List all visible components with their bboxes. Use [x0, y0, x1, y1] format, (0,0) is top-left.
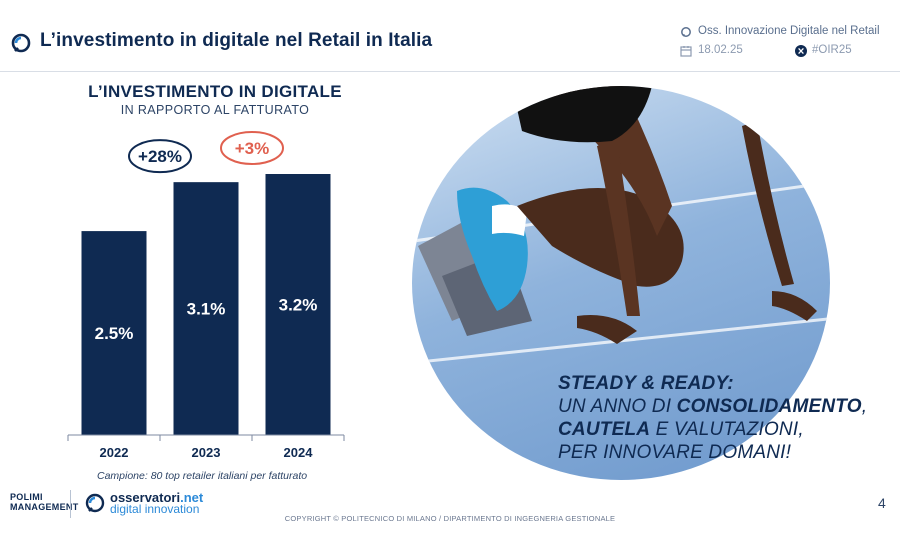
polimi-logo: POLIMI MANAGEMENT	[10, 492, 79, 512]
osservatori-small-icon	[681, 27, 691, 37]
tagline-line1: STEADY & READY:	[558, 373, 734, 394]
footer-divider	[70, 490, 71, 518]
tagline-line3: CAUTELA E VALUTAZIONI,	[558, 418, 867, 441]
osservatori-wordmark-main: osservatori	[110, 490, 181, 505]
date-label: 18.02.25	[698, 44, 743, 56]
chart-title: L’INVESTIMENTO IN DIGITALE	[88, 82, 342, 101]
osservatori-wordmark-accent: .net	[180, 490, 204, 505]
sample-note: Campione: 80 top retailer italiani per f…	[97, 470, 308, 482]
growth-label: +3%	[235, 139, 270, 158]
osservatori-footer-logo-icon	[85, 493, 105, 513]
sprinter-photo	[412, 86, 830, 480]
osservatori-logo-icon	[11, 33, 31, 53]
chart-subtitle: IN RAPPORTO AL FATTURATO	[120, 103, 310, 117]
bar-2024	[265, 174, 331, 435]
bar-2023	[173, 182, 239, 435]
tagline-line2-prefix: UN ANNO DI	[558, 396, 677, 417]
osservatori-wordmark: osservatori.net	[110, 490, 203, 505]
sprinter-illustration	[418, 86, 817, 344]
tagline-line2-bold: CONSOLIDAMENTO	[676, 396, 862, 417]
tagline-line3-suffix: E VALUTAZIONI,	[650, 419, 804, 440]
bar-value-label: 3.1%	[187, 300, 226, 319]
bar-value-label: 3.2%	[279, 296, 318, 315]
osservatori-subtitle: digital innovation	[110, 502, 200, 516]
tagline-line2: UN ANNO DI CONSOLIDAMENTO,	[558, 395, 867, 418]
polimi-logo-line2: MANAGEMENT	[10, 502, 79, 512]
growth-label: +28%	[138, 147, 182, 166]
x-tick-label: 2023	[192, 445, 221, 460]
bar-value-label: 2.5%	[95, 324, 134, 343]
hashtag-label: #OIR25	[812, 44, 852, 56]
page-title: L’investimento in digitale nel Retail in…	[40, 30, 433, 51]
page-number: 4	[878, 495, 886, 511]
tagline-line4: PER INNOVARE DOMANI!	[558, 442, 792, 463]
x-social-icon	[795, 45, 807, 57]
calendar-icon	[680, 46, 692, 57]
header: L’investimento in digitale nel Retail in…	[0, 0, 900, 72]
growth-badge	[220, 131, 284, 165]
source-label: Oss. Innovazione Digitale nel Retail	[698, 25, 880, 37]
bar-2022	[81, 231, 147, 435]
tagline-line2-suffix: ,	[861, 396, 868, 417]
tagline: STEADY & READY: UN ANNO DI CONSOLIDAMENT…	[558, 372, 867, 464]
growth-badge	[128, 139, 192, 174]
bar-chart: 2.5% 2022 3.1% 2023 3.2% 2024 +28% +3%	[67, 131, 345, 460]
x-tick-label: 2022	[100, 445, 129, 460]
tagline-line3-bold: CAUTELA	[558, 419, 651, 440]
polimi-logo-line1: POLIMI	[10, 492, 43, 502]
copyright-notice: COPYRIGHT © POLITECNICO DI MILANO / DIPA…	[284, 514, 616, 523]
x-tick-label: 2024	[284, 445, 314, 460]
